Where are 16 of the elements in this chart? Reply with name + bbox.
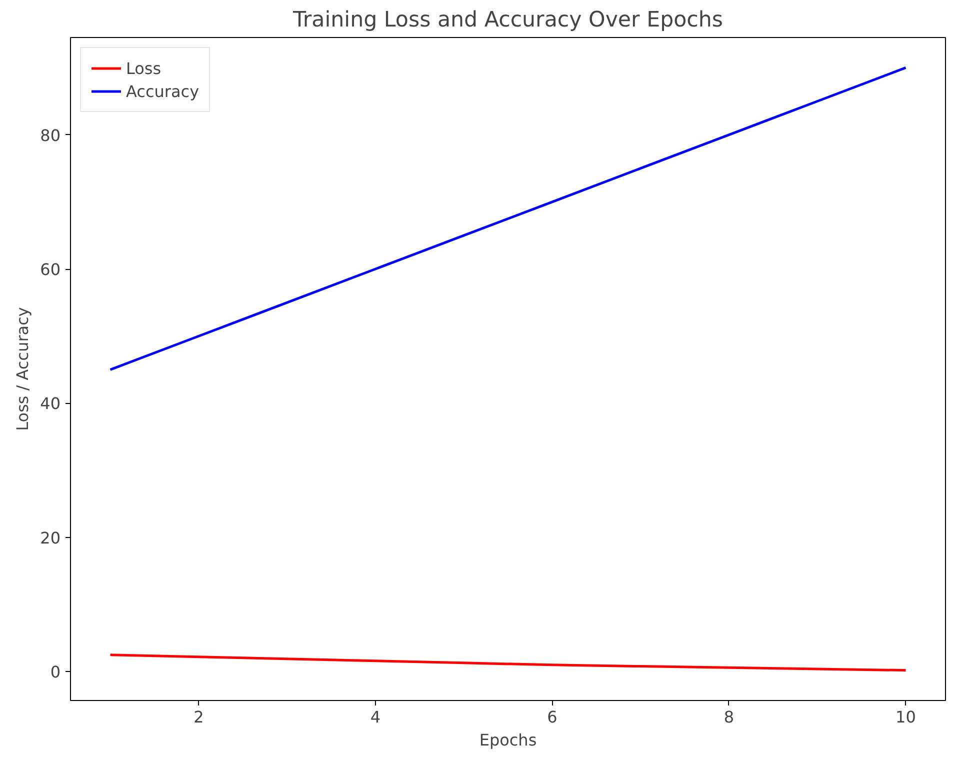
x-tick-label: 4 <box>370 708 381 726</box>
y-axis-title: Loss / Accuracy <box>13 307 32 431</box>
x-tick-label: 2 <box>194 708 204 726</box>
line-series <box>109 654 907 672</box>
x-tick-label: 8 <box>724 708 734 726</box>
x-tick-label: 6 <box>547 708 558 726</box>
y-tick-label: 20 <box>40 528 60 548</box>
legend-label: Accuracy <box>126 82 200 100</box>
x-tick-label: 10 <box>896 708 916 726</box>
y-tick-label: 60 <box>40 260 60 280</box>
y-tick-label: 80 <box>40 126 60 145</box>
y-tick-label: 40 <box>40 394 60 414</box>
y-tick-label: 0 <box>50 662 61 682</box>
legend-label: Loss <box>126 58 162 78</box>
chart-title: Training Loss and Accuracy Over Epochs <box>292 8 724 32</box>
x-axis-title: Epochs <box>479 730 537 750</box>
